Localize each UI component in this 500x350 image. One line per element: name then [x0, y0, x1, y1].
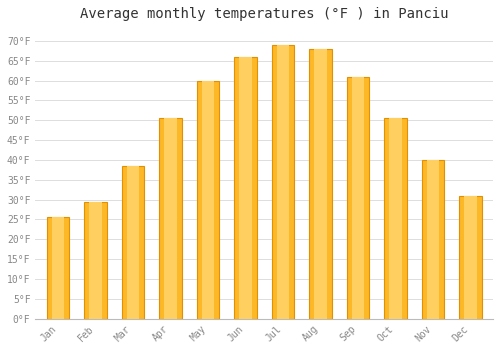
- Bar: [126, 166, 139, 318]
- Bar: [46, 217, 69, 318]
- Bar: [196, 80, 219, 318]
- Bar: [422, 160, 444, 318]
- Bar: [239, 57, 252, 318]
- Bar: [122, 166, 144, 318]
- Bar: [314, 49, 326, 318]
- Bar: [427, 160, 439, 318]
- Bar: [384, 118, 407, 318]
- Bar: [159, 118, 182, 318]
- Bar: [89, 202, 102, 318]
- Bar: [272, 45, 294, 318]
- Bar: [352, 77, 364, 318]
- Bar: [346, 77, 369, 318]
- Bar: [84, 202, 106, 318]
- Bar: [202, 80, 214, 318]
- Bar: [390, 118, 402, 318]
- Bar: [164, 118, 176, 318]
- Title: Average monthly temperatures (°F ) in Panciu: Average monthly temperatures (°F ) in Pa…: [80, 7, 448, 21]
- Bar: [234, 57, 256, 318]
- Bar: [460, 196, 482, 318]
- Bar: [276, 45, 289, 318]
- Bar: [52, 217, 64, 318]
- Bar: [464, 196, 476, 318]
- Bar: [309, 49, 332, 318]
